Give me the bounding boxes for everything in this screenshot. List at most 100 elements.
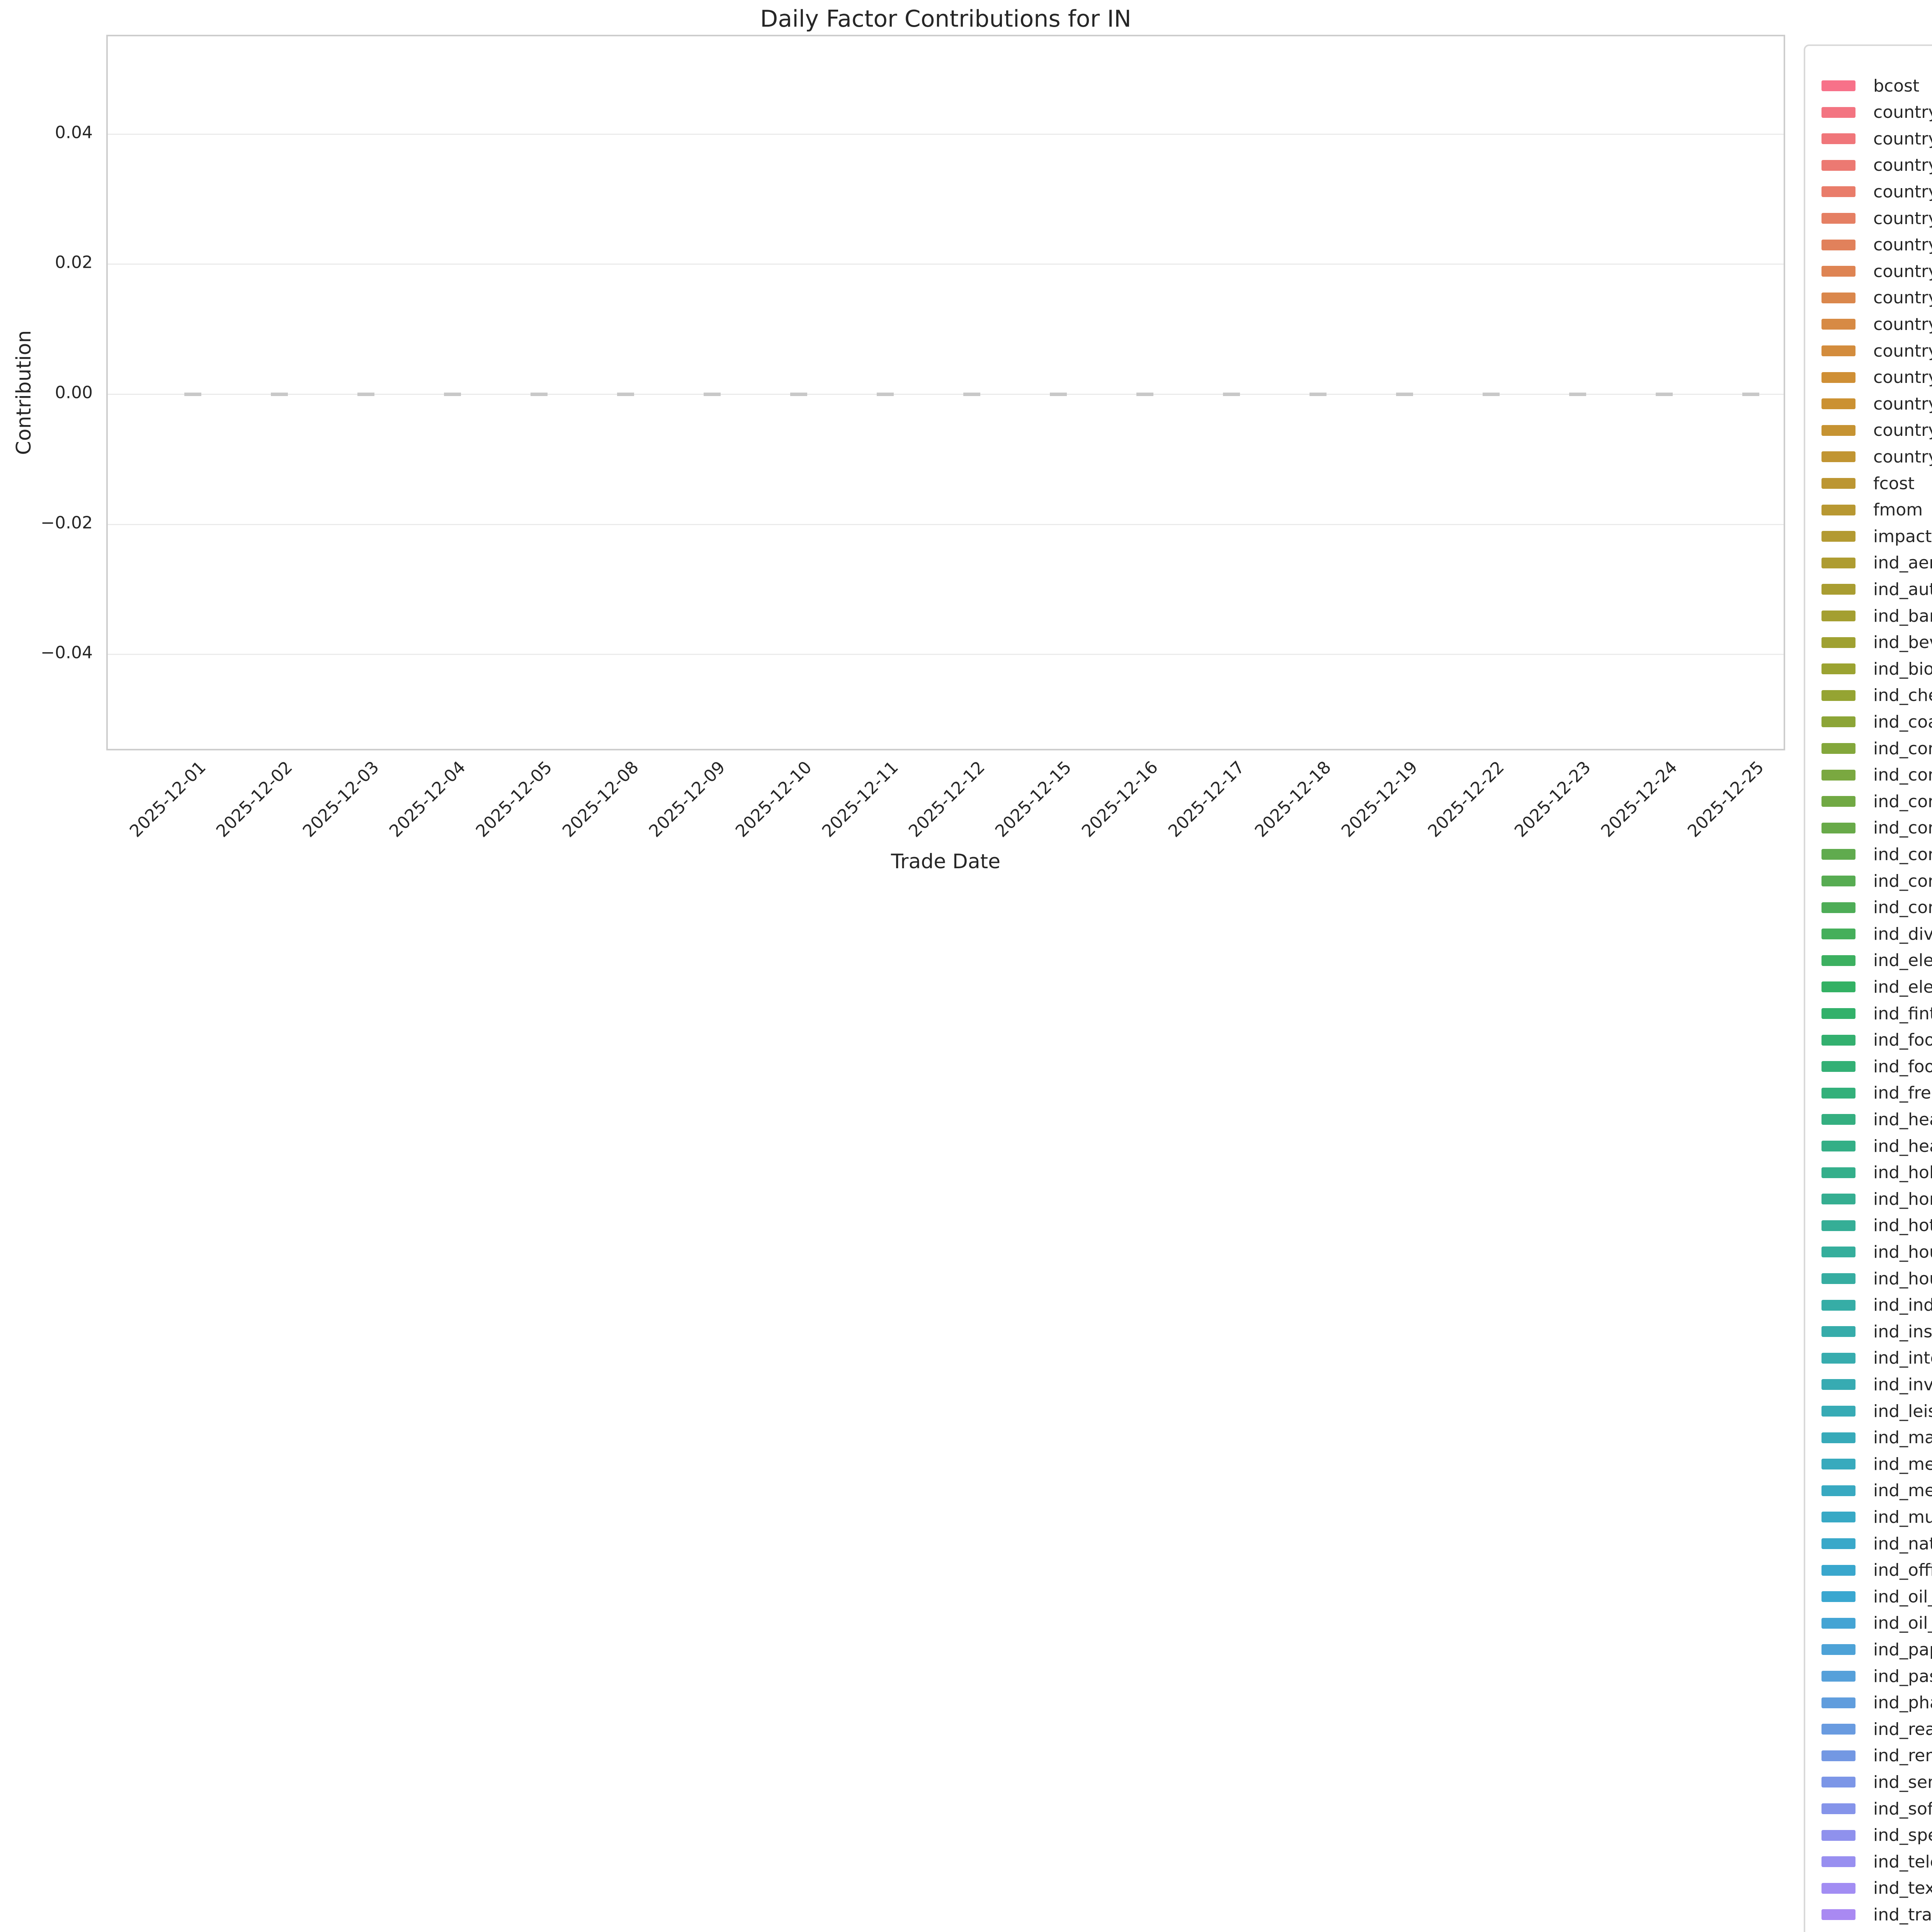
legend-label: ind_household_goods	[1873, 1242, 1932, 1262]
y-tick-label: −0.02	[41, 513, 93, 533]
legend-item: ind_household_goods	[1805, 1240, 1932, 1264]
legend: Factor bcost country_AU country_CN country_…	[1804, 44, 1932, 1932]
legend-label: ind_leisure_products	[1873, 1401, 1932, 1421]
legend-swatch-icon	[1821, 345, 1855, 356]
legend-label: ind_freight_logistics	[1873, 1083, 1932, 1103]
legend-item: ind_metals_mining	[1805, 1479, 1932, 1502]
legend-swatch-icon	[1821, 1644, 1855, 1655]
legend-item: ind_automobile	[1805, 578, 1932, 601]
legend-swatch-icon	[1821, 822, 1855, 833]
legend-swatch-icon	[1821, 1273, 1855, 1284]
bar-2025-12-02	[271, 393, 288, 396]
chart-title: Daily Factor Contributions for IN	[760, 5, 1131, 32]
legend-item: country_HK	[1805, 154, 1932, 177]
legend-item: country_KR	[1805, 260, 1932, 283]
x-tick-label: 2025-12-17	[1165, 757, 1249, 841]
legend-label: impactCost	[1873, 526, 1932, 546]
legend-item: ind_telecommunications_serices	[1805, 1850, 1932, 1873]
legend-swatch-icon	[1821, 186, 1855, 197]
legend-item: ind_real_estate_operations	[1805, 1718, 1932, 1741]
legend-item: ind_integrated_hardware_software	[1805, 1347, 1932, 1370]
legend-swatch-icon	[1821, 1724, 1855, 1735]
legend-item: ind_industrial_distribution	[1805, 1294, 1932, 1317]
legend-label: ind_household_products_services	[1873, 1269, 1932, 1289]
legend-swatch-icon	[1821, 1087, 1855, 1099]
legend-item: country_JP	[1805, 233, 1932, 257]
legend-swatch-icon	[1821, 266, 1855, 277]
legend-item: country_XH	[1805, 445, 1932, 468]
legend-label: ind_media_publishing	[1873, 1454, 1932, 1474]
gridline-y-0.02	[108, 264, 1784, 265]
legend-label: fcost	[1873, 473, 1915, 493]
legend-swatch-icon	[1821, 1803, 1855, 1814]
legend-label: country_AU	[1873, 102, 1932, 122]
x-tick-label: 2025-12-02	[213, 757, 297, 841]
legend-item: ind_food_drug_retail	[1805, 1029, 1932, 1052]
legend-label: ind_healthcare_providers_services	[1873, 1136, 1932, 1156]
legend-swatch-icon	[1821, 213, 1855, 224]
gridline-y-0.04	[108, 133, 1784, 135]
legend-label: ind_real_estate_operations	[1873, 1719, 1932, 1739]
x-tick-label: 2025-12-22	[1424, 757, 1509, 841]
legend-item: ind_commercial_services_supplies	[1805, 737, 1932, 760]
legend-swatch-icon	[1821, 1565, 1855, 1576]
legend-item: ind_uranium	[1805, 1930, 1932, 1932]
legend-label: ind_biotechnology	[1873, 659, 1932, 679]
legend-label: ind_renewable_energy	[1873, 1746, 1932, 1766]
gridline-y-−0.04	[108, 654, 1784, 655]
y-tick-label: 0.02	[55, 252, 93, 272]
legend-item: ind_multiline_utilities	[1805, 1505, 1932, 1529]
legend-label: ind_communications_equipment	[1873, 765, 1932, 785]
legend-swatch-icon	[1821, 1406, 1855, 1417]
legend-swatch-icon	[1821, 637, 1855, 648]
bar-2025-12-09	[704, 393, 721, 396]
legend-item: ind_pharmaceuticals	[1805, 1691, 1932, 1714]
x-tick-label: 2025-12-04	[386, 757, 470, 841]
bar-2025-12-15	[1050, 393, 1067, 396]
legend-item: ind_renewable_energy	[1805, 1744, 1932, 1767]
legend-swatch-icon	[1821, 451, 1855, 463]
legend-item: ind_semiconductors	[1805, 1770, 1932, 1794]
legend-swatch-icon	[1821, 876, 1855, 886]
legend-label: ind_natural_gas_utilities	[1873, 1534, 1932, 1554]
legend-swatch-icon	[1821, 1485, 1855, 1496]
legend-swatch-icon	[1821, 1591, 1855, 1602]
legend-label: ind_fintech	[1873, 1003, 1932, 1024]
legend-title: Factor	[1805, 52, 1932, 74]
legend-swatch-icon	[1821, 611, 1855, 621]
legend-label: ind_software_it_services	[1873, 1799, 1932, 1819]
legend-swatch-icon	[1821, 584, 1855, 595]
x-tick-label: 2025-12-10	[732, 757, 816, 841]
gridline-y-0.00	[108, 394, 1784, 395]
legend-label: ind_passenger_transportation	[1873, 1666, 1932, 1686]
legend-label: ind_healthcare_equipment_supplies	[1873, 1109, 1932, 1129]
legend-swatch-icon	[1821, 929, 1855, 940]
legend-label: ind_machinery	[1873, 1428, 1932, 1448]
legend-item: country_TW	[1805, 419, 1932, 442]
legend-label: ind_automobile	[1873, 579, 1932, 599]
legend-swatch-icon	[1821, 1379, 1855, 1390]
legend-swatch-icon	[1821, 769, 1855, 781]
x-tick-label: 2025-12-19	[1338, 757, 1422, 841]
y-tick-label: 0.04	[55, 122, 93, 143]
legend-swatch-icon	[1821, 743, 1855, 754]
x-tick-label: 2025-12-09	[645, 757, 730, 841]
x-tick-label: 2025-12-23	[1511, 757, 1595, 841]
legend-swatch-icon	[1821, 80, 1855, 91]
legend-item: ind_food_tobacco	[1805, 1055, 1932, 1078]
legend-swatch-icon	[1821, 1141, 1855, 1151]
legend-label: country_ID	[1873, 182, 1932, 202]
legend-swatch-icon	[1821, 849, 1855, 860]
legend-item: country_AU	[1805, 101, 1932, 124]
legend-swatch-icon	[1821, 1856, 1855, 1867]
legend-swatch-icon	[1821, 1909, 1855, 1920]
legend-label: country_NZ	[1873, 314, 1932, 334]
legend-item: bcost	[1805, 74, 1932, 97]
legend-item: ind_diversified_retail	[1805, 922, 1932, 946]
legend-swatch-icon	[1821, 1459, 1855, 1470]
y-tick-label: −0.04	[41, 643, 93, 663]
legend-label: ind_oil_gas	[1873, 1587, 1932, 1607]
legend-swatch-icon	[1821, 663, 1855, 675]
bar-2025-12-01	[184, 393, 201, 396]
legend-label: ind_textiles_apparel	[1873, 1878, 1932, 1898]
